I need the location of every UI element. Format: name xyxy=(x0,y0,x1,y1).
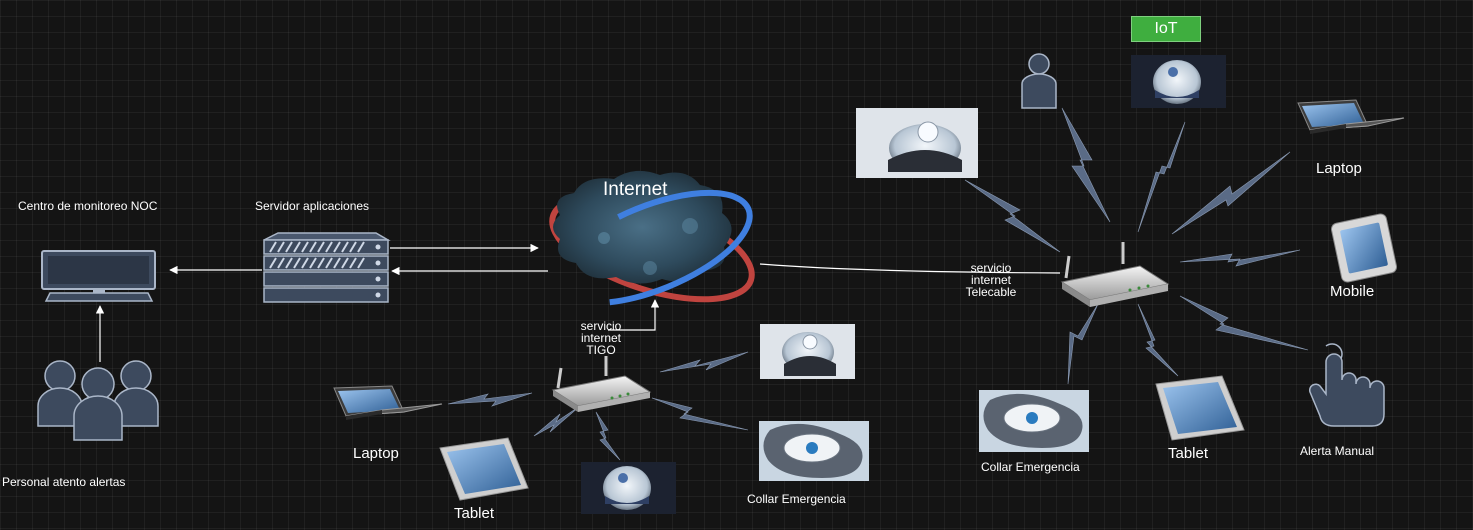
lightning-link-icon xyxy=(651,397,749,431)
telecable-label: servicio internet Telecable xyxy=(951,262,1031,298)
tablet-right-label: Tablet xyxy=(1168,445,1209,462)
person-icon xyxy=(1021,53,1057,109)
personal-label: Personal atento alertas xyxy=(2,475,126,489)
lightning-link-icon xyxy=(964,179,1061,253)
router-icon xyxy=(1060,242,1170,307)
lightning-link-icon xyxy=(1067,303,1099,385)
server-label: Servidor aplicaciones xyxy=(255,199,370,213)
lightning-link-icon xyxy=(1171,151,1291,235)
lightning-link-icon xyxy=(533,405,581,437)
lightning-link-icon xyxy=(1061,107,1111,223)
alerta-label: Alerta Manual xyxy=(1300,444,1375,458)
camera-device-icon xyxy=(760,324,855,379)
laptop-icon xyxy=(1297,99,1405,134)
lightning-link-icon xyxy=(659,351,749,373)
tablet-left-label: Tablet xyxy=(454,505,495,522)
collar-left-label: Collar Emergencia xyxy=(747,492,846,506)
lightning-link-icon xyxy=(595,411,621,461)
lightning-links xyxy=(447,107,1309,461)
telecable-label-line3: Telecable xyxy=(965,285,1017,299)
tigo-to-internet-link xyxy=(608,299,660,331)
tigo-label-line2: internet xyxy=(580,331,622,345)
collar-device-icon xyxy=(979,390,1089,452)
mobile-label: Mobile xyxy=(1330,283,1375,300)
camera-device-icon xyxy=(581,462,676,514)
tigo-label-line1: servicio xyxy=(580,319,622,333)
monitor-icon xyxy=(41,250,156,302)
tigo-label: servicio internet TIGO xyxy=(566,320,636,356)
lightning-link-icon xyxy=(1137,303,1179,377)
iot-badge: IoT xyxy=(1131,16,1201,42)
telecable-label-line1: servicio xyxy=(970,261,1012,275)
lightning-link-icon xyxy=(1179,249,1301,267)
camera-device-icon xyxy=(1131,55,1226,108)
camera-device-icon xyxy=(856,108,978,178)
people-group-icon xyxy=(37,360,159,441)
hand-pointer-icon xyxy=(1308,343,1385,427)
internet-label: Internet xyxy=(603,179,668,200)
connection-lines xyxy=(95,243,1061,362)
tablet-icon xyxy=(1155,375,1245,441)
lightning-link-icon xyxy=(1137,121,1186,233)
internet-cloud-icon xyxy=(549,170,755,307)
collar-right-label: Collar Emergencia xyxy=(981,460,1080,474)
noc-label: Centro de monitoreo NOC xyxy=(18,199,158,213)
telecable-label-line2: internet xyxy=(970,273,1012,287)
lightning-link-icon xyxy=(447,392,533,407)
tigo-label-line3: TIGO xyxy=(586,343,616,357)
collar-device-icon xyxy=(759,421,869,481)
internet-to-telecable-link xyxy=(759,263,1061,274)
lightning-link-icon xyxy=(1179,295,1309,351)
laptop-left-label: Laptop xyxy=(353,445,399,462)
laptop-right-label: Laptop xyxy=(1316,160,1362,177)
laptop-icon xyxy=(333,385,443,420)
tablet-icon xyxy=(439,437,529,501)
router-icon xyxy=(551,356,652,412)
server-rack-icon xyxy=(263,232,391,303)
mobile-icon xyxy=(1330,213,1398,283)
